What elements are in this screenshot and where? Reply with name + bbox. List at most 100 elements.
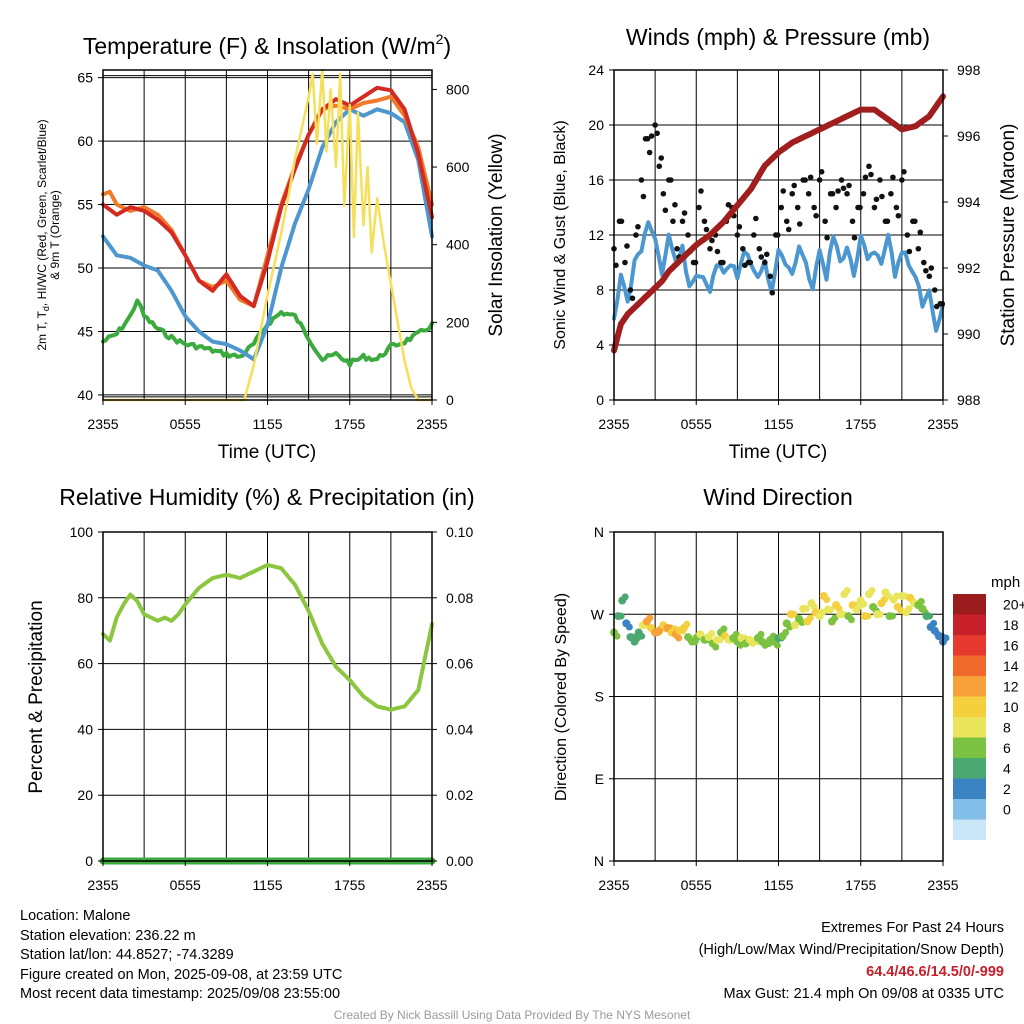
legend-label: 2 (1003, 781, 1011, 797)
y-tick-label: E (595, 771, 604, 787)
info-location: Location: Malone (20, 908, 131, 924)
gust-point (901, 168, 907, 175)
gust-point (893, 204, 900, 211)
legend-swatch (953, 819, 986, 840)
y-tick-label: 80 (77, 590, 93, 606)
y-tick-label: 4 (596, 337, 604, 353)
y2-tick-label: 990 (957, 326, 981, 342)
y-tick-label: 0 (596, 392, 604, 408)
x-tick-label: 2355 (598, 416, 629, 432)
y-tick-label: 60 (77, 133, 93, 149)
gust-point (846, 182, 852, 189)
gust-point (660, 190, 667, 197)
gust-point (696, 204, 702, 211)
x-tick-label: 1155 (252, 416, 282, 432)
direction-point (613, 632, 621, 640)
y2-tick-label: 0.08 (446, 590, 473, 606)
legend-label: 12 (1003, 679, 1019, 695)
legend-swatch (953, 696, 986, 717)
direction-point (638, 632, 646, 640)
gust-point (857, 204, 863, 211)
legend-label: 20+ (1003, 597, 1024, 613)
gust-point (931, 287, 938, 293)
gust-point (879, 193, 885, 200)
direction-point (860, 600, 868, 608)
y2-tick-label: 992 (957, 260, 981, 276)
gust-point (658, 155, 665, 161)
gust-point (895, 212, 902, 219)
legend-swatch (953, 799, 986, 820)
gust-point (740, 245, 746, 252)
gust-point (796, 221, 803, 227)
y-tick-label: 12 (588, 227, 604, 243)
direction-point (802, 605, 810, 613)
wind-direction-title: Wind Direction (703, 484, 853, 510)
gust-point (763, 251, 770, 258)
legend-label: 14 (1003, 658, 1019, 674)
y-tick-label: N (594, 853, 604, 869)
gust-point (720, 259, 726, 266)
direction-point (930, 619, 938, 627)
gust-point (662, 207, 669, 214)
x-tick-label: 1755 (845, 877, 876, 893)
winds-xlabel: Time (UTC) (729, 442, 828, 463)
gust-point (780, 188, 787, 194)
gust-point (751, 232, 757, 238)
winds-panel: Winds (mph) & Pressure (mb) Time (UTC) S… (552, 24, 1019, 463)
legend-swatch (953, 614, 986, 635)
gust-point (656, 163, 663, 170)
y2-tick-label: 996 (957, 128, 981, 144)
gust-point (791, 182, 798, 189)
gust-point (701, 218, 708, 225)
legend-swatch (953, 717, 986, 738)
direction-point (625, 623, 633, 631)
legend-label: 8 (1003, 720, 1011, 736)
x-tick-label: 2355 (416, 416, 447, 432)
legend-swatch (953, 635, 986, 656)
y2-tick-label: 994 (957, 194, 981, 210)
gust-point (873, 196, 880, 203)
x-tick-label: 1755 (334, 877, 365, 893)
direction-point (868, 586, 876, 594)
y2-tick-label: 0.10 (446, 524, 473, 540)
gust-point (685, 232, 691, 238)
gust-point (624, 243, 630, 249)
gust-point (648, 133, 655, 139)
gust-point (807, 174, 814, 181)
gust-point (818, 168, 825, 175)
gust-point (703, 226, 710, 233)
gust-point (829, 190, 836, 197)
gust-point (906, 248, 913, 255)
temperature-panel: Temperature (F) & Insolation (W/m2) Time… (35, 31, 507, 463)
direction-point (876, 610, 884, 618)
direction-point (757, 630, 765, 638)
y-tick-label: 40 (77, 721, 93, 737)
gust-point (707, 245, 713, 252)
winds-ylabel: Sonic Wind & Gust (Blue, Black) (552, 120, 569, 349)
x-tick-label: 2355 (87, 877, 118, 893)
direction-point (806, 614, 814, 622)
gust-point (868, 171, 874, 178)
x-tick-label: 1155 (763, 877, 793, 893)
direction-point (683, 620, 691, 628)
direction-point (621, 593, 629, 601)
gust-point (714, 248, 721, 255)
x-tick-label: 2355 (87, 416, 118, 432)
winds-title: Winds (mph) & Pressure (mb) (626, 24, 930, 50)
gust-point (644, 135, 651, 142)
legend-swatch (953, 737, 986, 758)
gust-point (904, 232, 911, 238)
extremes-box: Extremes For Past 24 Hours (High/Low/Max… (699, 917, 1004, 1005)
gust-point (794, 204, 801, 211)
gust-point (877, 177, 883, 183)
gust-point (833, 204, 839, 211)
direction-point (782, 629, 790, 637)
svg-text:2m T, Td, HI/WC (Red, Green, S: 2m T, Td, HI/WC (Red, Green, Scarlet/Blu… (35, 119, 51, 350)
info-latlon: Station lat/lon: 44.8527; -74.3289 (20, 947, 234, 963)
gust-point (767, 273, 774, 280)
gust-point (789, 190, 796, 197)
humidity-title: Relative Humidity (%) & Precipitation (i… (59, 484, 474, 510)
x-tick-label: 0555 (170, 877, 201, 893)
series-line-blue (612, 220, 945, 333)
direction-point (926, 612, 934, 620)
